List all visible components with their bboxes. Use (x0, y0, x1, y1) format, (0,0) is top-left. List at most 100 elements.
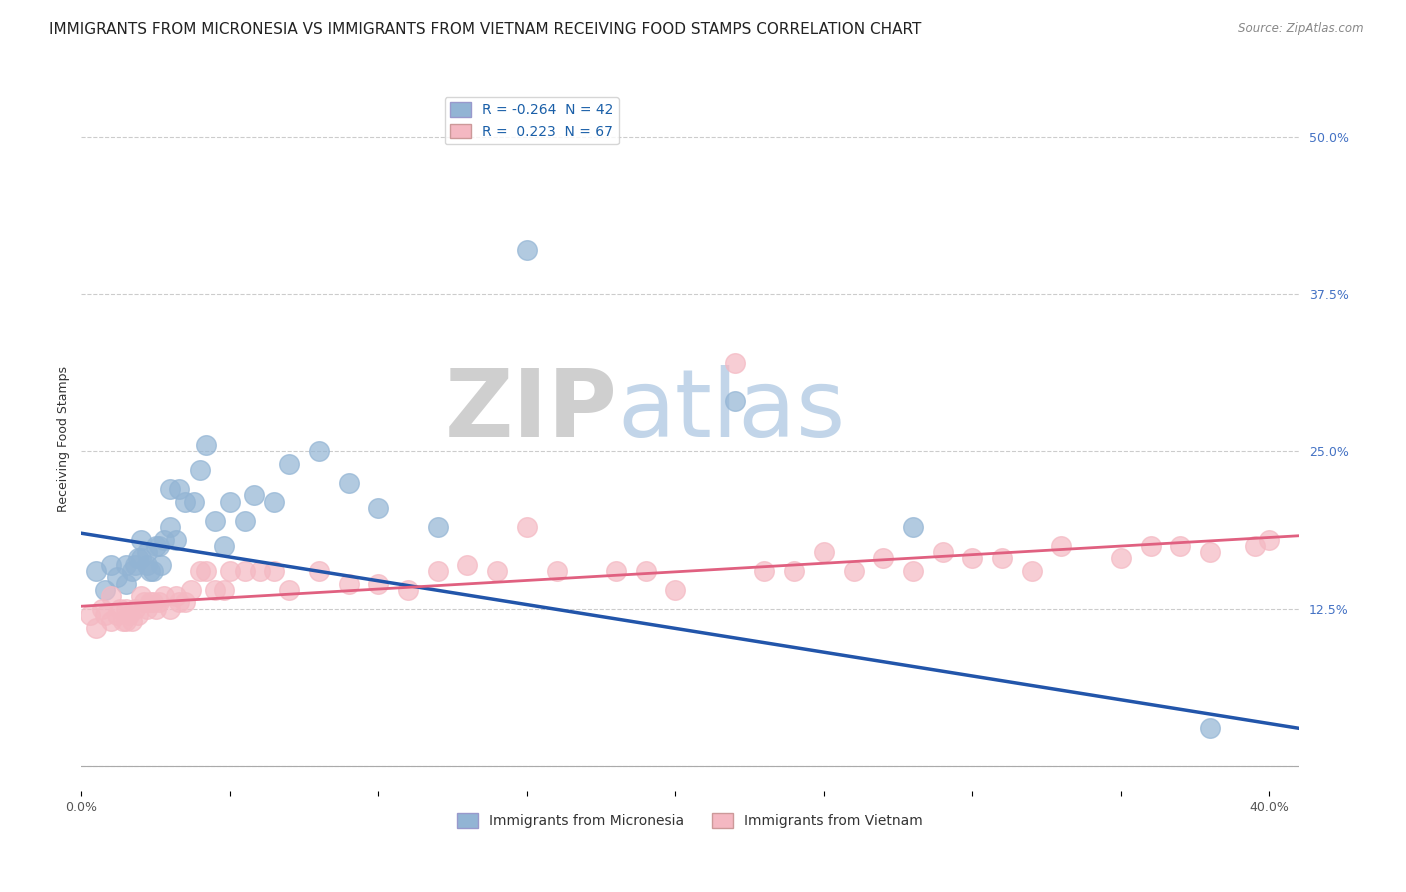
Point (1168, 539, 1191, 553)
Point (148, 595, 170, 609)
Point (233, 564, 256, 578)
Point (84, 621, 107, 635)
Point (1109, 551, 1132, 566)
Point (100, 615, 122, 629)
Point (188, 564, 211, 578)
Point (546, 564, 568, 578)
Point (218, 564, 240, 578)
Point (337, 576, 360, 591)
Text: IMMIGRANTS FROM MICRONESIA VS IMMIGRANTS FROM VIETNAM RECEIVING FOOD STAMPS CORR: IMMIGRANTS FROM MICRONESIA VS IMMIGRANTS… (49, 22, 921, 37)
Point (105, 570, 128, 584)
Point (337, 475, 360, 490)
Point (204, 582, 226, 597)
Point (426, 564, 449, 578)
Point (94, 608, 117, 623)
Point (278, 582, 301, 597)
Point (169, 595, 191, 609)
Point (165, 589, 187, 603)
Point (129, 533, 152, 547)
Point (754, 564, 776, 578)
Point (138, 595, 160, 609)
Point (1258, 533, 1281, 547)
Point (308, 444, 330, 458)
Point (991, 551, 1014, 566)
Point (1243, 539, 1265, 553)
Point (183, 495, 205, 509)
Point (1021, 564, 1043, 578)
Point (1199, 545, 1222, 559)
Point (132, 595, 155, 609)
Point (159, 601, 181, 615)
Point (135, 601, 157, 615)
Point (135, 558, 157, 572)
Point (724, 394, 747, 409)
Point (605, 564, 627, 578)
Point (129, 589, 152, 603)
Point (204, 514, 226, 528)
Point (118, 608, 141, 623)
Point (111, 615, 134, 629)
Point (174, 495, 197, 509)
Point (142, 564, 165, 578)
Point (634, 564, 657, 578)
Point (367, 576, 389, 591)
Point (242, 488, 264, 502)
Point (124, 558, 146, 572)
Point (100, 558, 122, 572)
Point (115, 576, 138, 591)
Point (115, 601, 138, 615)
Point (396, 582, 419, 597)
Point (218, 495, 240, 509)
Point (1139, 539, 1161, 553)
Point (150, 558, 173, 572)
Point (783, 564, 806, 578)
Point (108, 601, 131, 615)
Point (153, 589, 176, 603)
Point (195, 438, 218, 452)
Point (127, 551, 149, 566)
Point (664, 582, 686, 597)
Point (153, 533, 176, 547)
Point (962, 551, 984, 566)
Point (115, 615, 138, 629)
Point (159, 482, 181, 496)
Point (278, 457, 301, 471)
Point (901, 564, 924, 578)
Point (79, 608, 101, 623)
Text: ZIP: ZIP (444, 365, 617, 457)
Point (169, 482, 191, 496)
Point (426, 520, 449, 534)
Point (188, 463, 211, 477)
Point (145, 601, 167, 615)
Point (456, 558, 478, 572)
Point (165, 533, 187, 547)
Point (145, 539, 167, 553)
Point (516, 243, 538, 257)
Point (901, 520, 924, 534)
Point (142, 595, 165, 609)
Point (367, 501, 389, 516)
Point (233, 514, 256, 528)
Point (212, 539, 235, 553)
Point (813, 545, 835, 559)
Point (180, 582, 202, 597)
Point (91, 601, 114, 615)
Point (263, 564, 285, 578)
Point (115, 558, 138, 572)
Point (842, 564, 865, 578)
Point (148, 539, 170, 553)
Point (308, 564, 330, 578)
Point (100, 589, 122, 603)
Point (174, 595, 197, 609)
Point (121, 615, 143, 629)
Point (159, 520, 181, 534)
Point (872, 551, 894, 566)
Point (1050, 539, 1073, 553)
Point (195, 564, 218, 578)
Text: Source: ZipAtlas.com: Source: ZipAtlas.com (1239, 22, 1364, 36)
Legend: Immigrants from Micronesia, Immigrants from Vietnam: Immigrants from Micronesia, Immigrants f… (451, 808, 928, 834)
Point (121, 564, 143, 578)
Point (724, 356, 747, 370)
Point (138, 564, 160, 578)
Point (486, 564, 509, 578)
